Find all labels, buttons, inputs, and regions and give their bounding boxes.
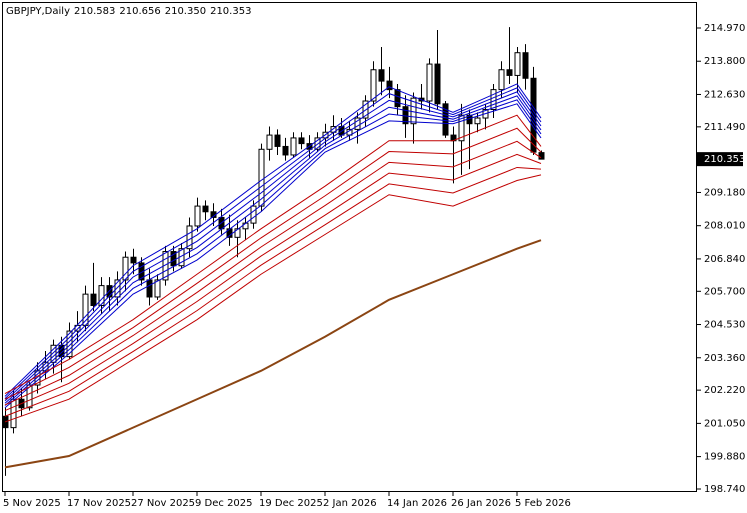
y-tick-label: 203.360 (704, 353, 745, 364)
candle-body (426, 63, 433, 102)
symbol: GBPJPY,Daily (6, 6, 70, 17)
ma-line (4, 99, 542, 406)
candle-body (442, 103, 449, 136)
candle-body (202, 205, 209, 213)
candle-body (130, 256, 137, 264)
x-tick-label: 5 Feb 2026 (515, 498, 571, 509)
plot-frame (2, 2, 697, 492)
candle-body (274, 134, 281, 147)
ma-line (4, 239, 542, 469)
candle-body (282, 145, 289, 156)
candle-body (498, 69, 505, 91)
y-tick-label: 209.180 (704, 187, 745, 198)
ma-line (4, 95, 542, 404)
candle-body (290, 137, 297, 156)
y-tick-label: 212.630 (704, 89, 745, 100)
ma-line (4, 166, 542, 417)
candle-body (386, 80, 393, 91)
ma-line (4, 127, 542, 400)
candle-body (370, 69, 377, 102)
candle-body (194, 205, 201, 227)
y-tick-label: 201.050 (704, 418, 745, 429)
candle-body (522, 52, 529, 79)
ma-line (4, 153, 542, 412)
candle-body (234, 228, 241, 238)
ohlc-low: 210.350 (165, 6, 206, 17)
ohlc-open: 210.583 (74, 6, 115, 17)
ohlc-close: 210.353 (210, 6, 251, 17)
candle-body (506, 69, 513, 76)
x-tick-label: 5 Nov 2025 (3, 498, 61, 509)
candle-body (114, 279, 121, 298)
candle-body (474, 117, 481, 125)
ma-line (4, 114, 542, 394)
price-box (697, 152, 743, 167)
y-tick-label: 198.740 (704, 484, 745, 495)
candle-body (458, 114, 465, 142)
x-tick-label: 17 Nov 2025 (67, 498, 131, 509)
y-tick-label: 214.970 (704, 23, 745, 34)
x-tick-label: 27 Nov 2025 (131, 498, 195, 509)
ma-line (4, 140, 542, 406)
candle-body (98, 285, 105, 307)
x-tick-label: 19 Dec 2025 (259, 498, 323, 509)
candle-body (378, 69, 385, 82)
candle-body (154, 279, 161, 298)
ma-line (4, 103, 542, 409)
candle-body (354, 117, 361, 130)
ma-line (4, 174, 542, 423)
candle-body (258, 148, 265, 207)
price-label: 210.353 (704, 154, 745, 165)
chart-header: GBPJPY,Daily 210.583 210.656 210.350 210.353 (6, 6, 251, 17)
ohlc-high: 210.656 (119, 6, 160, 17)
candle-body (90, 293, 97, 307)
ma-line (4, 87, 542, 400)
y-tick-label: 206.840 (704, 254, 745, 265)
candle-body (298, 137, 305, 145)
candle-body (26, 384, 33, 409)
x-tick-label: 2 Jan 2026 (323, 498, 377, 509)
candle-body (146, 279, 153, 298)
y-tick-label: 199.880 (704, 452, 745, 463)
candle-body (434, 63, 441, 105)
candle-body (514, 52, 521, 76)
y-tick-label: 202.220 (704, 385, 745, 396)
x-tick-label: 26 Jan 2026 (451, 498, 511, 509)
candle-body (266, 134, 273, 150)
candle-body (490, 89, 497, 111)
y-tick-label: 205.700 (704, 286, 745, 297)
ma-line (4, 91, 542, 402)
y-tick-label: 208.010 (704, 221, 745, 232)
y-tick-label: 211.490 (704, 122, 745, 133)
candle-body (538, 152, 545, 160)
ma-line (4, 83, 542, 397)
x-tick-label: 9 Dec 2025 (195, 498, 253, 509)
candle-body (250, 205, 257, 224)
candle-body (122, 256, 129, 281)
x-tick-label: 14 Jan 2026 (387, 498, 447, 509)
y-tick-label: 204.530 (704, 320, 745, 331)
candle-body (394, 89, 401, 108)
y-tick-label: 213.800 (704, 56, 745, 67)
